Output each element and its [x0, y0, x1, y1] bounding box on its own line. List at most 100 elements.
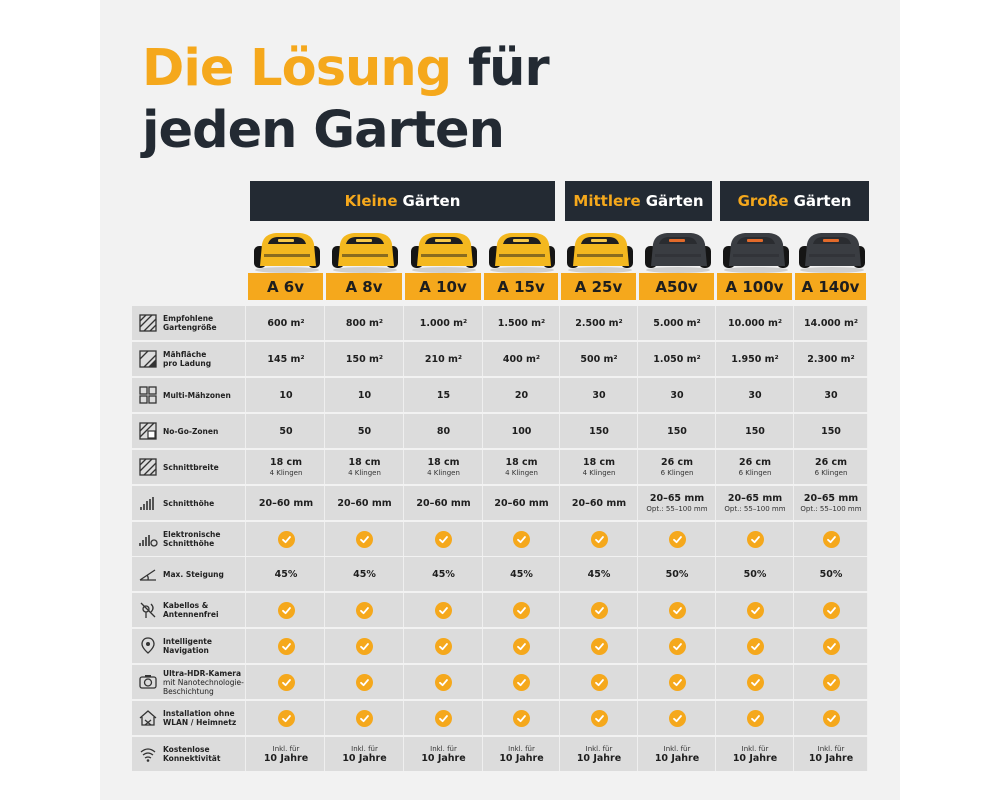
- value-text: 20–65 mm: [727, 493, 783, 504]
- robot-mower-image: [407, 226, 481, 274]
- value-cell: [484, 522, 560, 556]
- check-icon: [746, 709, 764, 727]
- value-cell: Inkl. für 10 Jahre: [717, 737, 794, 771]
- value-text: 18 cm: [427, 457, 460, 468]
- value-cell: [795, 629, 868, 663]
- value-cell: [484, 593, 560, 627]
- feature-label-line1: Intelligente: [163, 637, 212, 646]
- robot-mower-image: [719, 226, 793, 274]
- value-cell: [405, 629, 483, 663]
- feature-row: Installation ohne WLAN / Heimnetz: [132, 701, 868, 735]
- feature-label-line1: Multi-Mähzonen: [163, 390, 231, 400]
- model-label: A 140v: [795, 273, 866, 300]
- value-cell: 10: [248, 378, 325, 412]
- slope-icon: [132, 564, 163, 584]
- value-subtext: Opt.: 55–100 mm: [724, 505, 786, 513]
- check-icon: [435, 637, 452, 655]
- value-text: 150: [589, 425, 609, 437]
- value-cell: 20: [484, 378, 560, 412]
- value-cell: 150: [639, 414, 716, 448]
- value-text: 50: [279, 425, 293, 437]
- value-text: 45%: [432, 568, 455, 580]
- check-icon: [435, 601, 452, 619]
- feature-label-text: No-Go-Zonen: [163, 427, 218, 436]
- feature-label: Empfohlene Gartengröße: [132, 306, 246, 340]
- value-cell: 150 m²: [326, 342, 404, 376]
- value-subtext: 4 Klingen: [427, 469, 460, 477]
- value-cell: 10: [326, 378, 404, 412]
- value-text: 50: [357, 425, 372, 437]
- value-cell: [717, 629, 794, 663]
- row-background: [132, 593, 868, 627]
- value-prefix: Inkl. für: [585, 744, 613, 753]
- feature-label-line2: Navigation: [163, 646, 209, 655]
- value-prefix: Inkl. für: [272, 744, 300, 753]
- value-cell: [717, 522, 794, 556]
- value-text: 5.000 m²: [653, 317, 701, 329]
- row-background: [132, 629, 868, 663]
- feature-row: Multi-Mähzonen 10 10 15 20 30 30 30 30: [132, 378, 868, 412]
- value-subtext: 4 Klingen: [269, 469, 303, 477]
- value-cell: [639, 629, 716, 663]
- feature-label-text: Intelligente Navigation: [163, 637, 212, 655]
- row-background: [132, 378, 868, 412]
- value-prefix: Inkl. für: [741, 744, 769, 753]
- check-icon: [746, 601, 764, 619]
- feature-label-line1: Schnittbreite: [163, 462, 219, 472]
- feature-label-line1: Max. Steigung: [163, 569, 224, 579]
- feature-label-line2: Antennenfrei: [163, 610, 219, 619]
- value-cell: 145 m²: [248, 342, 325, 376]
- value-cell: [484, 665, 560, 699]
- value-text: 20–60 mm: [337, 497, 392, 509]
- value-cell: [561, 701, 638, 735]
- value-cell: 2.500 m²: [561, 306, 638, 340]
- value-text: 20: [514, 389, 529, 401]
- value-cell: [326, 701, 404, 735]
- value-prefix: Inkl. für: [817, 744, 845, 753]
- value-cell: 15: [405, 378, 483, 412]
- no-cable-icon: [132, 600, 163, 620]
- feature-label: Installation ohne WLAN / Heimnetz: [132, 701, 246, 735]
- feature-row: Schnittbreite 18 cm 4 Klingen 18 cm 4 Klinge…: [132, 450, 868, 484]
- feature-label-line1: Mähfläche: [163, 350, 207, 359]
- value-text: 26 cm: [738, 457, 772, 468]
- value-text: 10 Jahre: [342, 752, 387, 764]
- feature-label-text: Schnittbreite: [163, 463, 219, 472]
- feature-label-text: Ultra-HDR-Kamera mit Nanotechnologie- Besc…: [163, 669, 244, 696]
- value-cell: 150: [717, 414, 794, 448]
- value-cell: 50: [326, 414, 404, 448]
- value-text: 45%: [274, 568, 298, 580]
- value-cell: 50%: [795, 557, 868, 591]
- value-cell: Inkl. für 10 Jahre: [484, 737, 560, 771]
- value-cell: 20–60 mm: [248, 486, 325, 520]
- value-cell: Inkl. für 10 Jahre: [795, 737, 868, 771]
- row-background: [132, 665, 868, 699]
- check-icon: [277, 601, 295, 619]
- check-icon: [668, 709, 686, 727]
- cutting-height-icon: [132, 493, 163, 513]
- row-background: [132, 701, 868, 735]
- value-cell: 500 m²: [561, 342, 638, 376]
- value-text: 50%: [665, 568, 689, 580]
- value-cell: 18 cm 4 Klingen: [561, 450, 638, 484]
- value-text: 2.300 m²: [807, 353, 855, 365]
- value-cell: 600 m²: [248, 306, 325, 340]
- value-text: 26 cm: [660, 457, 694, 468]
- value-cell: 30: [639, 378, 716, 412]
- row-background: [132, 557, 868, 591]
- model-label: A 6v: [248, 273, 323, 300]
- row-background: [132, 450, 868, 484]
- feature-label-text: Installation ohne WLAN / Heimnetz: [163, 709, 236, 727]
- check-icon: [356, 709, 373, 727]
- value-cell: 18 cm 4 Klingen: [326, 450, 404, 484]
- value-cell: [795, 522, 868, 556]
- check-icon: [746, 530, 764, 548]
- feature-row: Elektronische Schnitthöhe: [132, 522, 868, 556]
- check-icon: [513, 601, 530, 619]
- model-label: A 8v: [326, 273, 402, 300]
- value-text: 50%: [819, 568, 843, 580]
- value-cell: [639, 701, 716, 735]
- robot-mower-image: [485, 226, 559, 274]
- cutting-width-icon: [132, 457, 163, 477]
- value-text: 10: [357, 389, 372, 401]
